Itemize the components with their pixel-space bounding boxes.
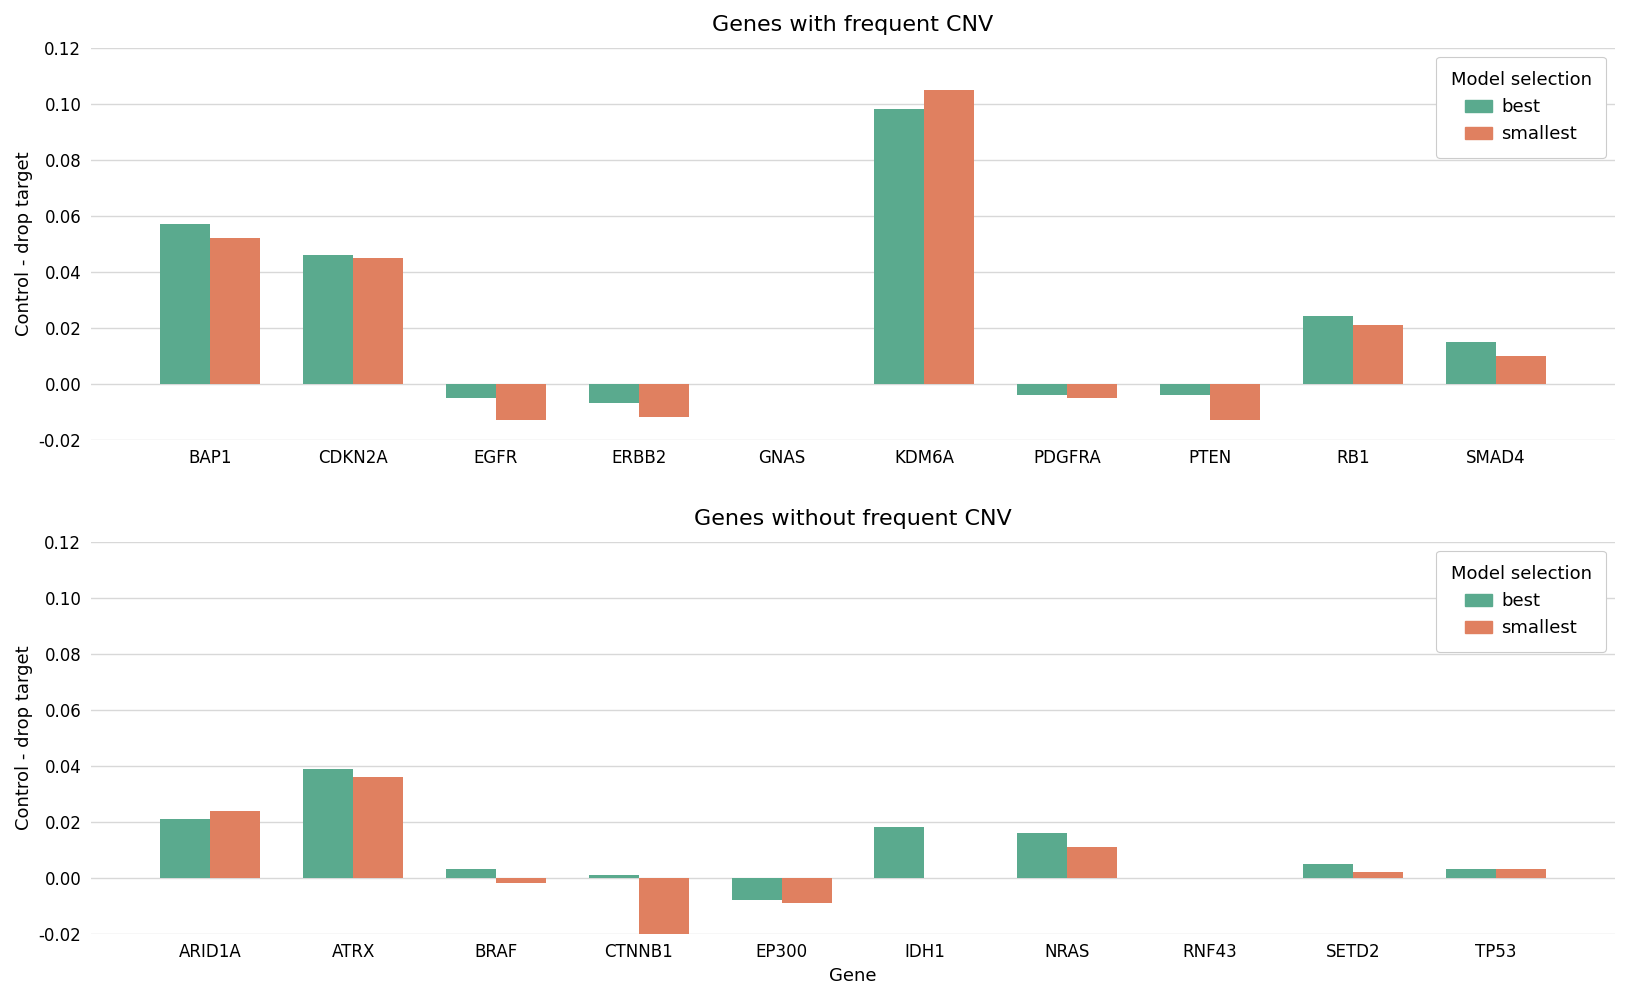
Bar bbox=[160, 224, 210, 384]
Bar bbox=[496, 878, 546, 883]
Bar bbox=[1302, 316, 1353, 384]
Bar bbox=[588, 875, 639, 878]
Bar bbox=[354, 258, 403, 384]
Bar bbox=[782, 878, 831, 903]
Bar bbox=[1496, 356, 1545, 384]
Bar bbox=[1302, 864, 1353, 878]
Bar bbox=[1068, 847, 1117, 878]
Legend: best, smallest: best, smallest bbox=[1436, 57, 1606, 158]
Bar bbox=[1068, 384, 1117, 398]
X-axis label: Gene: Gene bbox=[830, 967, 877, 985]
Bar bbox=[1496, 869, 1545, 878]
Bar bbox=[874, 827, 924, 878]
Bar bbox=[639, 878, 689, 939]
Bar bbox=[303, 769, 354, 878]
Bar bbox=[1209, 384, 1260, 420]
Bar bbox=[924, 90, 975, 384]
Title: Genes without frequent CNV: Genes without frequent CNV bbox=[694, 509, 1012, 529]
Y-axis label: Control - drop target: Control - drop target bbox=[15, 151, 33, 336]
Bar bbox=[874, 109, 924, 384]
Bar bbox=[496, 384, 546, 420]
Bar bbox=[732, 878, 782, 900]
Bar bbox=[1161, 384, 1209, 395]
Bar bbox=[447, 869, 496, 878]
Bar bbox=[160, 819, 210, 878]
Bar bbox=[1353, 325, 1403, 384]
Bar bbox=[1353, 872, 1403, 878]
Bar bbox=[210, 811, 261, 878]
Legend: best, smallest: best, smallest bbox=[1436, 551, 1606, 652]
Bar bbox=[303, 255, 354, 384]
Bar bbox=[1017, 384, 1068, 395]
Bar bbox=[1017, 833, 1068, 878]
Bar bbox=[588, 384, 639, 403]
Bar bbox=[1446, 869, 1496, 878]
Bar bbox=[1446, 342, 1496, 384]
Bar bbox=[354, 777, 403, 878]
Bar bbox=[639, 384, 689, 417]
Bar bbox=[447, 384, 496, 398]
Bar bbox=[210, 238, 261, 384]
Y-axis label: Control - drop target: Control - drop target bbox=[15, 645, 33, 830]
Title: Genes with frequent CNV: Genes with frequent CNV bbox=[712, 15, 994, 35]
